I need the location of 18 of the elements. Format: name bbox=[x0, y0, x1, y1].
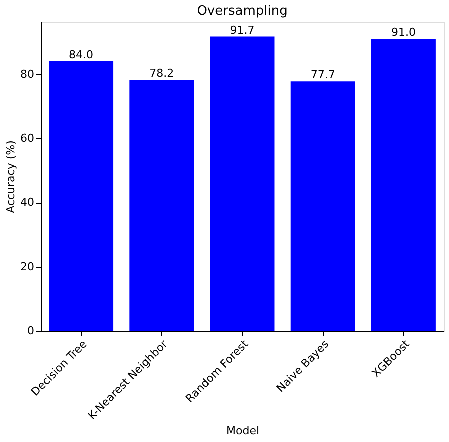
x-axis-title: Model bbox=[226, 424, 260, 438]
y-tick-label: 20 bbox=[20, 260, 34, 274]
bar bbox=[290, 82, 356, 331]
bar bbox=[210, 36, 275, 331]
bar bbox=[130, 80, 194, 331]
y-tick-label: 0 bbox=[28, 324, 34, 338]
y-tick-label: 60 bbox=[20, 132, 34, 145]
y-axis-title: Accuracy (%) bbox=[4, 140, 18, 214]
bar bbox=[49, 61, 114, 331]
chart-title: Oversampling bbox=[197, 4, 288, 19]
data-label: 84.0 bbox=[69, 48, 94, 62]
data-label: 91.0 bbox=[391, 26, 416, 40]
y-tick-label: 40 bbox=[20, 196, 34, 210]
bar bbox=[371, 39, 436, 331]
data-label: 91.7 bbox=[230, 24, 255, 37]
y-tick-label: 80 bbox=[20, 68, 34, 81]
data-label: 77.7 bbox=[310, 68, 336, 82]
data-label: 78.2 bbox=[150, 67, 174, 80]
